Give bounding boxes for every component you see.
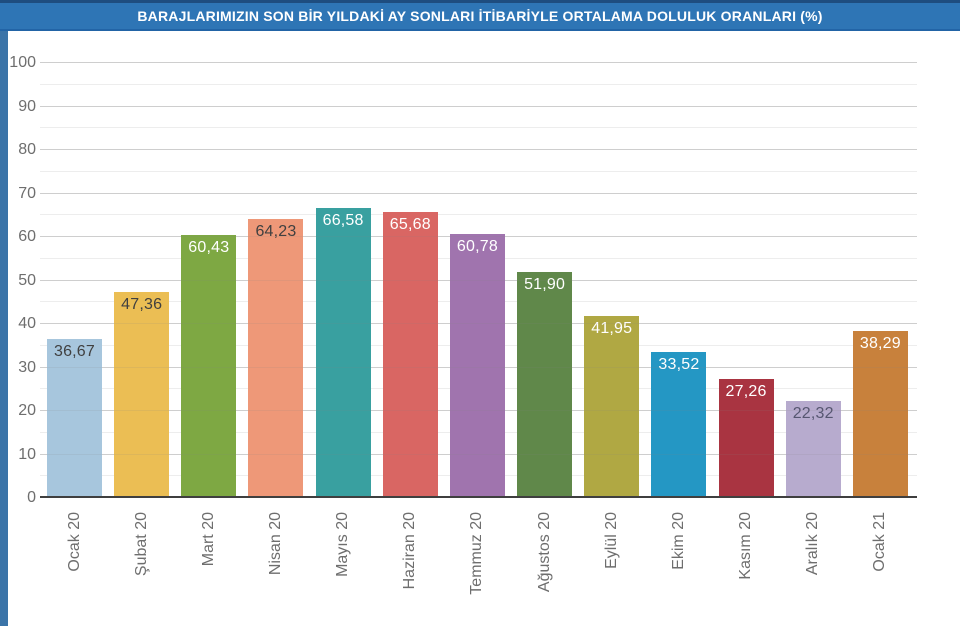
- bar-temmuz-20: 60,78: [449, 233, 505, 498]
- gridline-minor: [40, 214, 917, 216]
- x-axis-category-label: Eylül 20: [602, 512, 620, 569]
- x-axis-label-slot: Ocak 21: [853, 512, 908, 572]
- bar-value-label: 60,78: [456, 237, 498, 255]
- bar-value-label: 65,68: [389, 216, 431, 234]
- y-axis-tick-label: 60: [18, 228, 36, 245]
- y-axis-tick-label: 100: [9, 54, 36, 71]
- bar-ekim-20: 33,52: [651, 352, 707, 498]
- bar-şubat-20: 47,36: [114, 291, 170, 498]
- bar-value-label: 66,58: [322, 212, 364, 230]
- bar-eylül-20: 41,95: [584, 315, 640, 498]
- bar-value-label: 22,32: [792, 404, 834, 422]
- bar-value-label: 38,29: [859, 335, 901, 353]
- bar-mayıs-20: 66,58: [315, 208, 371, 498]
- x-axis-label-slot: Mart 20: [181, 512, 236, 566]
- x-axis-label-slot: Şubat 20: [114, 512, 169, 576]
- bar-ocak-21: 38,29: [852, 331, 908, 498]
- bar-value-label: 64,23: [255, 222, 297, 240]
- gridline-major: [40, 149, 917, 150]
- y-axis-tick-label: 30: [18, 358, 36, 376]
- x-axis-category-label: Mayıs 20: [334, 512, 352, 577]
- bar-nisan-20: 64,23: [248, 218, 304, 498]
- x-axis-label-slot: Ocak 20: [47, 512, 102, 572]
- x-axis-line: [40, 496, 917, 498]
- y-axis-tick-label: 40: [18, 315, 36, 332]
- x-axis-label-slot: Ekim 20: [651, 512, 706, 570]
- bars-group: 36,67 47,36 60,43 64,23 66,58 65,68 60,78 51,90…: [47, 45, 908, 498]
- bar-ağustos-20: 51,90: [517, 272, 573, 498]
- bar-kasım-20: 27,26: [718, 379, 774, 498]
- bar-aralık-20: 22,32: [785, 400, 841, 498]
- bar-value-label: 47,36: [121, 295, 163, 313]
- bar-value-label: 41,95: [591, 319, 633, 337]
- bar-haziran-20: 65,68: [382, 212, 438, 498]
- x-axis-category-label: Ağustos 20: [535, 512, 553, 593]
- gridline-major: [40, 192, 917, 194]
- x-axis-label-slot: Eylül 20: [584, 512, 639, 569]
- gridline-major: [40, 62, 917, 63]
- y-axis: 0 10 20 30 40 50 60 70 80 90 100: [0, 45, 36, 506]
- x-axis-label-slot: Mayıs 20: [316, 512, 371, 577]
- gridline-minor: [40, 83, 917, 85]
- y-axis-tick-label: 50: [18, 271, 36, 289]
- x-axis-label-slot: Temmuz 20: [450, 512, 505, 595]
- x-axis-labels: Ocak 20 Şubat 20 Mart 20 Nisan 20 Mayıs 20 Ha…: [47, 512, 908, 595]
- x-axis-label-slot: Aralık 20: [786, 512, 841, 575]
- left-accent-stripe: [0, 31, 8, 626]
- x-axis-category-label: Ocak 21: [871, 512, 889, 572]
- title-bar: BARAJLARIMIZIN SON BİR YILDAKİ AY SONLAR…: [0, 0, 960, 31]
- page-title: BARAJLARIMIZIN SON BİR YILDAKİ AY SONLAR…: [137, 8, 823, 24]
- x-axis-category-label: Aralık 20: [804, 512, 822, 576]
- bar-value-label: 33,52: [658, 356, 700, 374]
- y-axis-tick-label: 0: [27, 489, 36, 506]
- bar-value-label: 36,67: [53, 342, 96, 360]
- x-axis-category-label: Ekim 20: [669, 512, 687, 570]
- y-axis-tick-label: 70: [18, 184, 36, 202]
- x-axis-category-label: Kasım 20: [737, 512, 755, 580]
- x-axis-category-label: Şubat 20: [132, 512, 150, 577]
- x-axis-label-slot: Ağustos 20: [517, 512, 572, 592]
- bar-value-label: 60,43: [188, 239, 230, 257]
- x-axis-category-label: Haziran 20: [401, 512, 419, 590]
- gridline-minor: [40, 127, 917, 129]
- y-axis-tick-label: 80: [18, 141, 36, 158]
- y-axis-tick-label: 20: [18, 402, 36, 419]
- x-axis-category-label: Ocak 20: [65, 512, 83, 572]
- x-axis-category-label: Mart 20: [199, 512, 217, 567]
- y-axis-tick-label: 90: [18, 97, 36, 115]
- x-axis-label-slot: Haziran 20: [383, 512, 438, 589]
- bar-value-label: 27,26: [725, 383, 767, 401]
- x-axis-label-slot: Nisan 20: [248, 512, 303, 575]
- x-axis-category-label: Temmuz 20: [468, 512, 486, 595]
- y-axis-tick-label: 10: [18, 445, 36, 463]
- bar-value-label: 51,90: [524, 276, 566, 294]
- bar-ocak-20: 36,67: [47, 338, 102, 498]
- gridline-minor: [40, 170, 917, 172]
- x-axis-category-label: Nisan 20: [266, 512, 284, 576]
- bar-mart-20: 60,43: [181, 235, 237, 498]
- x-axis-label-slot: Kasım 20: [719, 512, 774, 580]
- gridline-major: [40, 105, 917, 107]
